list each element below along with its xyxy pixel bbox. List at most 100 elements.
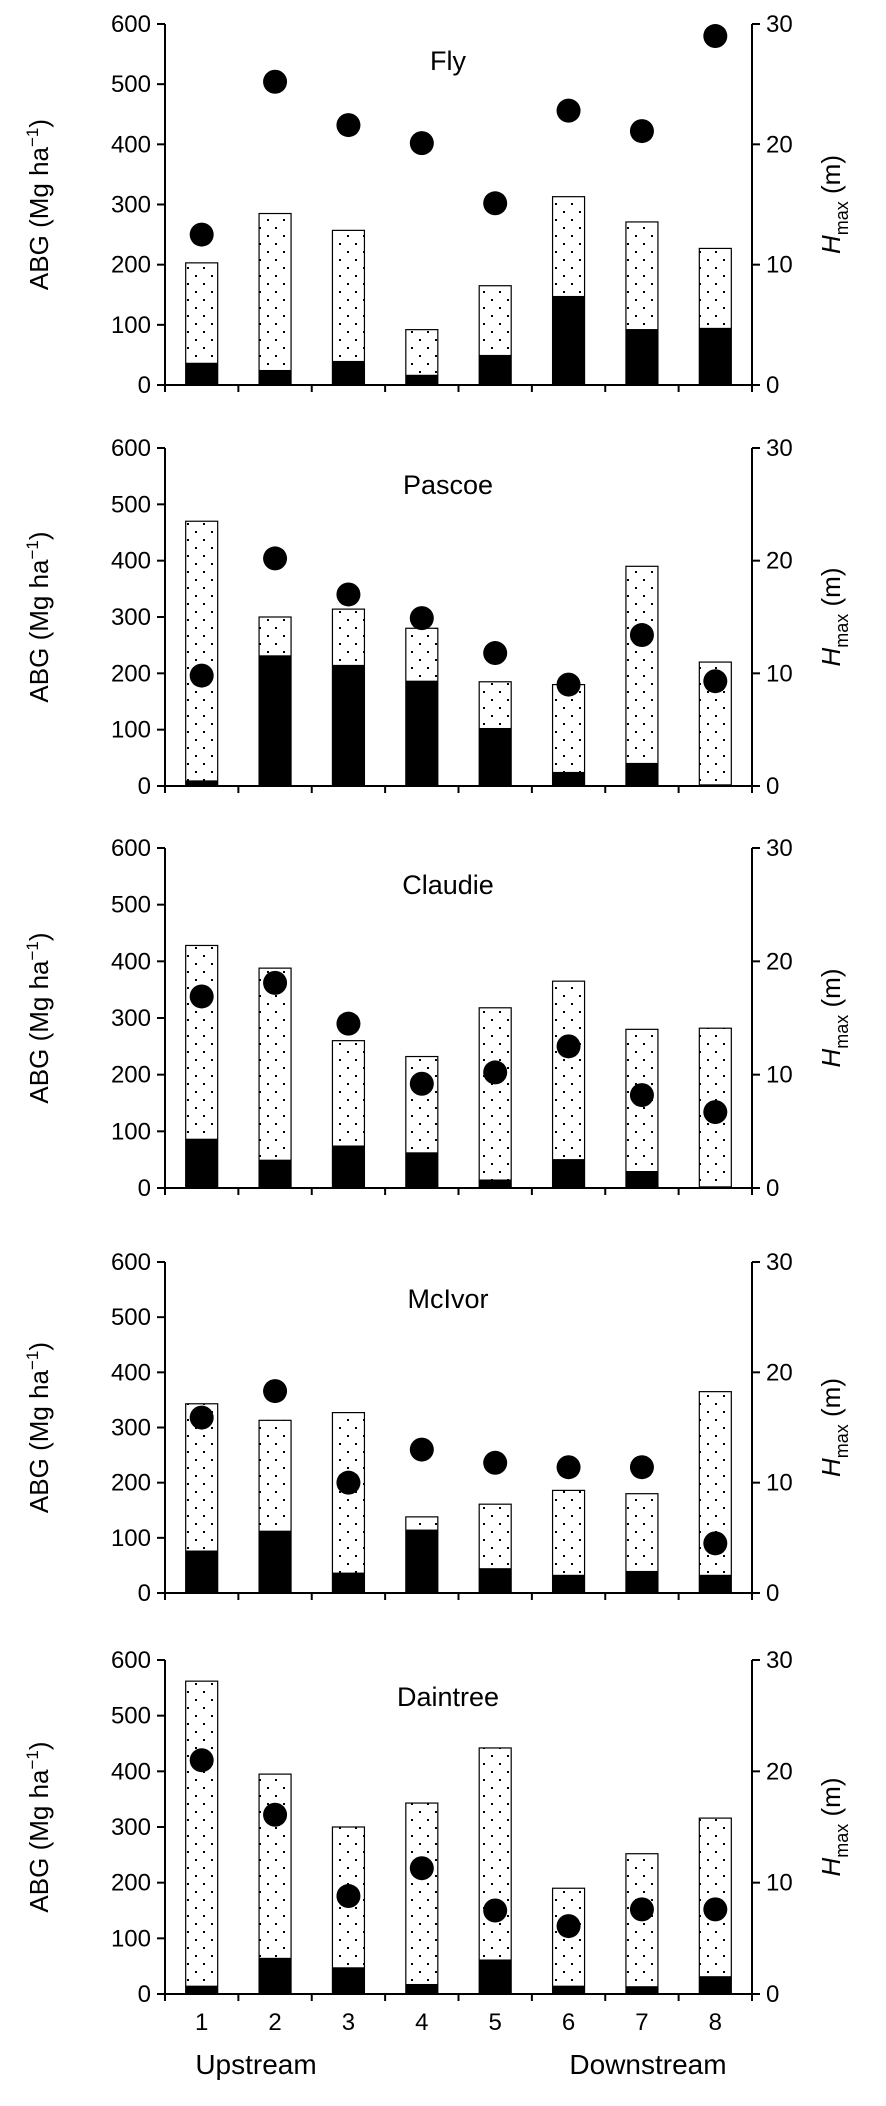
right-tick-label: 0 — [766, 1175, 779, 1202]
hmax-point — [263, 1379, 288, 1404]
left-tick-label: 600 — [111, 1249, 151, 1276]
bar-stem — [405, 1983, 438, 1994]
downstream-label: Downstream — [569, 2049, 726, 2080]
hmax-point — [336, 1884, 361, 1909]
hmax-point — [409, 131, 434, 156]
right-tick-label: 10 — [766, 1870, 793, 1897]
bar-stem — [479, 1179, 512, 1188]
bar-total — [551, 980, 586, 1189]
left-tick-label: 600 — [111, 435, 151, 462]
left-tick-label: 100 — [111, 717, 151, 744]
y-axis-title: ABG (Mg ha−1) — [23, 1741, 54, 1912]
bar-stem — [625, 762, 658, 786]
left-tick-label: 600 — [111, 1647, 151, 1674]
x-tick-label: 7 — [635, 2009, 648, 2036]
bar-stem — [625, 1171, 658, 1188]
hmax-point — [483, 191, 508, 216]
bar-stem — [405, 374, 438, 385]
left-tick-label: 500 — [111, 1703, 151, 1730]
bar-stem — [332, 360, 365, 385]
x-tick-label: 1 — [195, 2009, 208, 2036]
left-tick-label: 100 — [111, 1118, 151, 1145]
left-tick-label: 300 — [111, 1415, 151, 1442]
hmax-point — [703, 24, 728, 49]
right-tick-label: 0 — [766, 1580, 779, 1607]
hmax-point — [263, 1802, 288, 1827]
left-tick-label: 300 — [111, 604, 151, 631]
right-tick-label: 20 — [766, 1758, 793, 1785]
y-axis-title: ABG (Mg ha−1) — [23, 1342, 54, 1513]
right-tick-label: 0 — [766, 1981, 779, 2008]
bar-total — [405, 1802, 439, 1995]
bar-stem — [185, 780, 218, 786]
bar-total — [258, 967, 292, 1189]
left-tick-label: 300 — [111, 192, 151, 219]
bar-stem — [259, 1530, 292, 1593]
bar-stem — [405, 680, 438, 786]
panel-title: Fly — [430, 46, 466, 76]
panel-title: Claudie — [402, 870, 494, 900]
bar-total — [625, 1853, 659, 1995]
x-tick-label: 3 — [342, 2009, 355, 2036]
hmax-point — [556, 98, 581, 123]
left-tick-label: 500 — [111, 1304, 151, 1331]
bar-stem — [185, 1985, 218, 1994]
bar-stem — [699, 1976, 732, 1994]
bar-stem — [625, 1986, 658, 1994]
hmax-point — [703, 669, 728, 694]
bar-stem — [259, 655, 292, 786]
left-tick-label: 500 — [111, 892, 151, 919]
bar-stem — [625, 1570, 658, 1593]
bar-stem — [332, 1572, 365, 1593]
chart-panel-2: Claudie 0 100 200 300 400 500 600 0 10 20 30 ABG (Mg… — [23, 835, 852, 1202]
bar-stem — [259, 369, 292, 385]
bar-total — [258, 212, 292, 386]
bar-total — [551, 1887, 586, 1995]
bar-stem — [479, 1568, 512, 1593]
hmax-point — [263, 69, 288, 94]
hmax-point — [629, 119, 654, 144]
bar-total — [625, 1028, 659, 1189]
hmax-point — [629, 1455, 654, 1480]
bar-stem — [552, 295, 585, 385]
chart-panel-0: Fly 0 100 200 300 400 500 600 0 10 20 30 ABG (Mg ha−… — [23, 11, 852, 399]
left-tick-label: 200 — [111, 660, 151, 687]
left-tick-label: 600 — [111, 835, 151, 862]
hmax-point — [263, 546, 288, 571]
bar-stem — [332, 1967, 365, 1994]
bar-total — [185, 1680, 219, 1995]
right-tick-label: 20 — [766, 131, 793, 158]
right-tick-label: 30 — [766, 435, 793, 462]
x-tick-label: 5 — [489, 2009, 502, 2036]
hmax-point — [336, 1011, 361, 1036]
left-tick-label: 500 — [111, 71, 151, 98]
hmax-point — [483, 641, 508, 666]
y-axis-title: ABG (Mg ha−1) — [23, 119, 54, 290]
hmax-point — [409, 1437, 434, 1462]
left-tick-label: 0 — [138, 1175, 151, 1202]
left-tick-label: 200 — [111, 1470, 151, 1497]
left-tick-label: 600 — [111, 11, 151, 38]
left-tick-label: 0 — [138, 1981, 151, 2008]
right-tick-label: 0 — [766, 773, 779, 800]
bar-stem — [625, 329, 658, 385]
y2-axis-title: Hmax (m) — [816, 155, 852, 254]
left-tick-label: 400 — [111, 1758, 151, 1785]
bar-stem — [185, 362, 218, 385]
chart-panel-1: Pascoe 0 100 200 300 400 500 600 0 10 20 30 ABG (Mg … — [23, 435, 852, 800]
right-tick-label: 0 — [766, 372, 779, 399]
left-tick-label: 200 — [111, 1062, 151, 1089]
bar-stem — [552, 1985, 585, 1994]
left-tick-label: 400 — [111, 948, 151, 975]
panel-title: Daintree — [397, 1682, 499, 1712]
right-tick-label: 30 — [766, 11, 793, 38]
bar-stem — [259, 1159, 292, 1188]
hmax-point — [703, 1531, 728, 1556]
left-tick-label: 100 — [111, 1525, 151, 1552]
bar-total — [478, 1747, 512, 1995]
hmax-point — [336, 582, 361, 607]
y2-axis-title: Hmax (m) — [816, 568, 852, 667]
y-axis-title: ABG (Mg ha−1) — [23, 531, 54, 702]
right-tick-label: 20 — [766, 948, 793, 975]
